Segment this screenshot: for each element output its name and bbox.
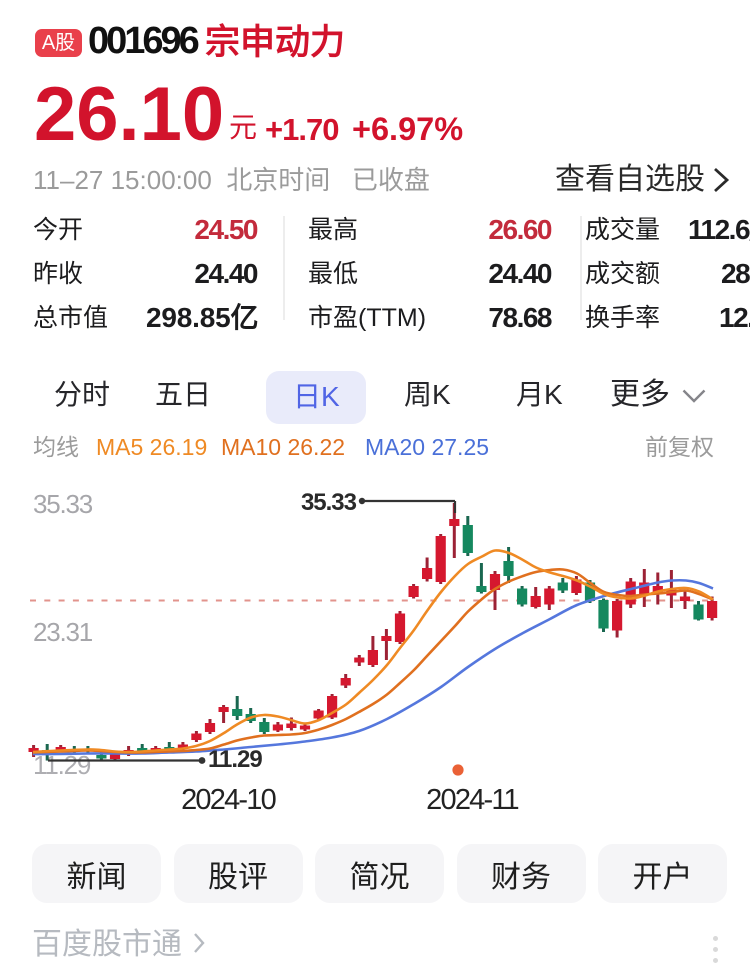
svg-text:2024-11: 2024-11: [426, 784, 518, 815]
svg-text:35.33: 35.33: [301, 489, 357, 516]
svg-text:35.33: 35.33: [33, 489, 93, 519]
svg-text:11.29: 11.29: [208, 746, 262, 773]
svg-text:2024-10: 2024-10: [181, 784, 275, 815]
svg-text:23.31: 23.31: [33, 617, 93, 647]
